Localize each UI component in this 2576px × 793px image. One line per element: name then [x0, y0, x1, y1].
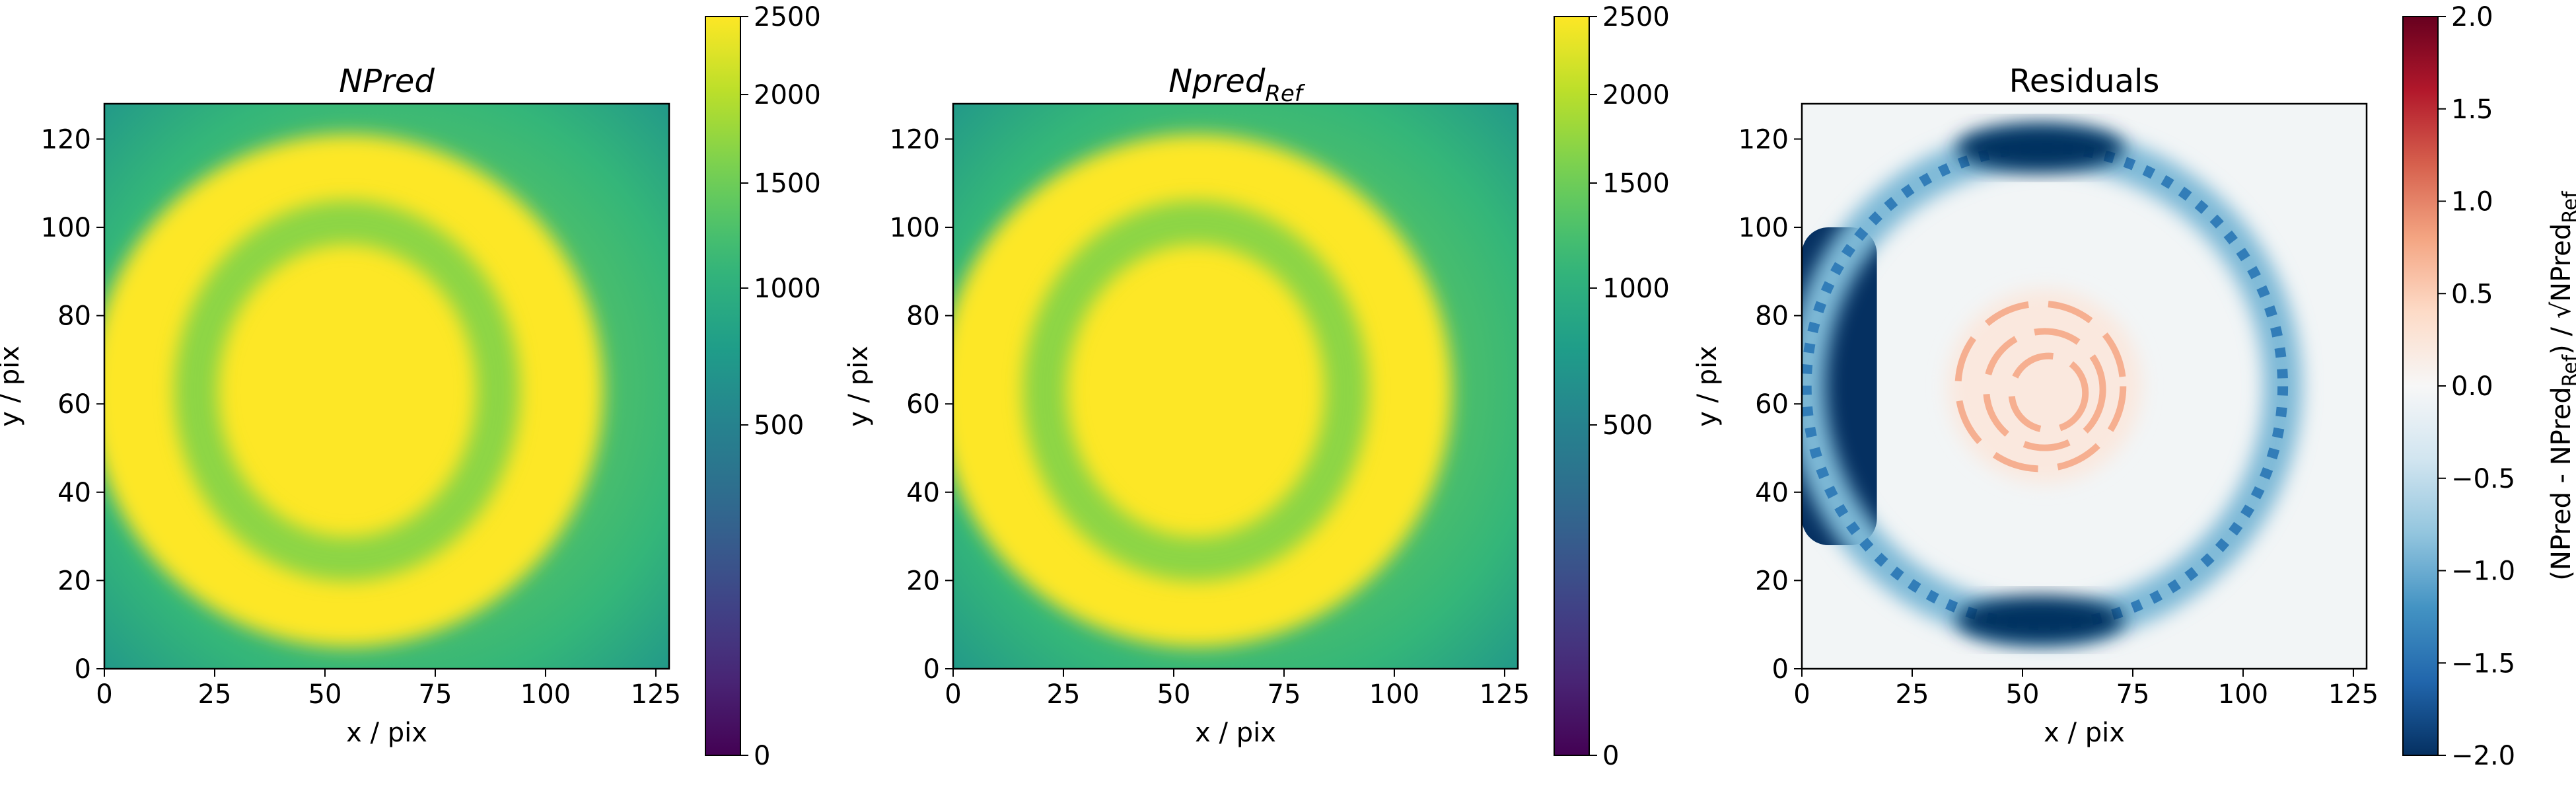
colorbar-tick-label: 2500 [1602, 2, 1670, 32]
chart-title: NPred [339, 63, 435, 100]
y-tick-label: 120 [41, 124, 91, 155]
chart-title: NpredRef [1168, 63, 1306, 107]
x-tick-label: 25 [1047, 679, 1081, 710]
heatmap-ring [1022, 200, 1369, 582]
x-tick-label: 100 [520, 679, 571, 710]
colorbar-tick-label: −2.0 [2451, 741, 2515, 771]
colorbar [705, 16, 741, 756]
panel-3: Residuals 0 25 50 75 100 125 0 20 40 60 80 100 120 x /… [1692, 2, 2576, 771]
x-tick-label: 100 [1369, 679, 1419, 710]
heatmap-ring [174, 200, 520, 582]
y-tick-label: 20 [1755, 566, 1789, 596]
colorbar-tick-label: −0.5 [2451, 464, 2515, 494]
y-tick-label: 40 [57, 478, 91, 508]
x-tick-label: 75 [1268, 679, 1301, 710]
y-tick-label: 100 [41, 213, 91, 243]
heatmap-image [104, 104, 669, 669]
heatmap-image [1802, 104, 2367, 669]
y-tick-label: 80 [1755, 301, 1789, 332]
colorbar-tick-label: 1000 [1602, 274, 1670, 304]
heatmap-image [953, 104, 1518, 669]
x-tick-label: 0 [1793, 679, 1810, 710]
y-tick-label: 100 [890, 213, 940, 243]
x-tick-label: 25 [1896, 679, 1929, 710]
x-tick-label: 125 [2328, 679, 2379, 710]
colorbar-tick-label: 1.5 [2451, 94, 2493, 125]
chart-title: Residuals [2009, 63, 2160, 100]
x-tick-label: 50 [1157, 679, 1191, 710]
panel-2: NpredRef 0 25 50 75 100 125 0 20 40 60 80 100 120 x / … [843, 2, 1670, 771]
colorbar-tick-label: 500 [754, 410, 804, 441]
colorbar-tick-label: 500 [1602, 410, 1653, 441]
colorbar-tick-label: 0.0 [2451, 371, 2493, 402]
residual-swirl [1983, 328, 2106, 451]
colorbar [1554, 16, 1590, 756]
y-axis-label: y / pix [843, 346, 874, 427]
y-tick-label: 120 [890, 124, 940, 155]
x-tick-label: 125 [1480, 679, 1530, 710]
x-tick-label: 50 [2006, 679, 2040, 710]
y-tick-label: 20 [906, 566, 940, 596]
y-tick-label: 20 [57, 566, 91, 596]
x-tick-label: 125 [631, 679, 681, 710]
colorbar-tick-label: 2000 [754, 80, 821, 110]
x-tick-label: 75 [2116, 679, 2150, 710]
y-tick-label: 40 [906, 478, 940, 508]
residual-swirl [2008, 352, 2089, 434]
y-tick-label: 40 [1755, 478, 1789, 508]
colorbar-tick-label: −1.5 [2451, 648, 2515, 679]
colorbar-tick-label: 2.0 [2451, 2, 2493, 32]
colorbar-tick-label: 1500 [754, 169, 821, 199]
x-tick-label: 100 [2218, 679, 2268, 710]
panel-1: NPred 0 25 50 75 100 125 0 20 40 60 80 100 120 x / pix… [0, 2, 821, 771]
y-tick-label: 0 [75, 654, 91, 685]
colorbar-tick-label: 1.0 [2451, 187, 2493, 217]
x-axis-label: x / pix [346, 718, 427, 748]
axes-frame [1801, 102, 2368, 670]
residual-swirl [1954, 300, 2127, 472]
y-tick-label: 100 [1738, 213, 1789, 243]
colorbar-tick-label: 2000 [1602, 80, 1670, 110]
axes-frame [952, 102, 1519, 670]
y-tick-label: 80 [906, 301, 940, 332]
colorbar-tick-label: 0 [754, 741, 770, 771]
y-tick-label: 60 [906, 389, 940, 420]
colorbar-tick-label: 0 [1602, 741, 1619, 771]
residual-blob [1956, 124, 2124, 172]
colorbar-tick-label: 1500 [1602, 169, 1670, 199]
x-axis-label: x / pix [1195, 718, 1276, 748]
x-axis-label: x / pix [2044, 718, 2125, 748]
y-tick-label: 0 [923, 654, 940, 685]
x-tick-label: 50 [308, 679, 342, 710]
colorbar-tick-label: −1.0 [2451, 556, 2515, 587]
y-tick-label: 120 [1738, 124, 1789, 155]
y-tick-label: 60 [1755, 389, 1789, 420]
colorbar-tick-label: 1000 [754, 274, 821, 304]
y-tick-label: 60 [57, 389, 91, 420]
y-axis-label: y / pix [0, 346, 25, 427]
x-tick-label: 75 [419, 679, 452, 710]
colorbar [2402, 16, 2439, 756]
y-tick-label: 0 [1772, 654, 1789, 685]
colorbar-tick-label: 0.5 [2451, 279, 2493, 309]
colorbar-tick-label: 2500 [754, 2, 821, 32]
residual-blob [1956, 595, 2124, 645]
x-tick-label: 0 [945, 679, 961, 710]
colorbar-label: (NPred - NPredRef) / √NPredRef [2546, 190, 2576, 581]
axes-frame [103, 102, 670, 670]
x-tick-label: 0 [96, 679, 112, 710]
residual-core [1947, 289, 2142, 484]
y-tick-label: 80 [57, 301, 91, 332]
y-axis-label: y / pix [1692, 346, 1723, 427]
x-tick-label: 25 [198, 679, 232, 710]
